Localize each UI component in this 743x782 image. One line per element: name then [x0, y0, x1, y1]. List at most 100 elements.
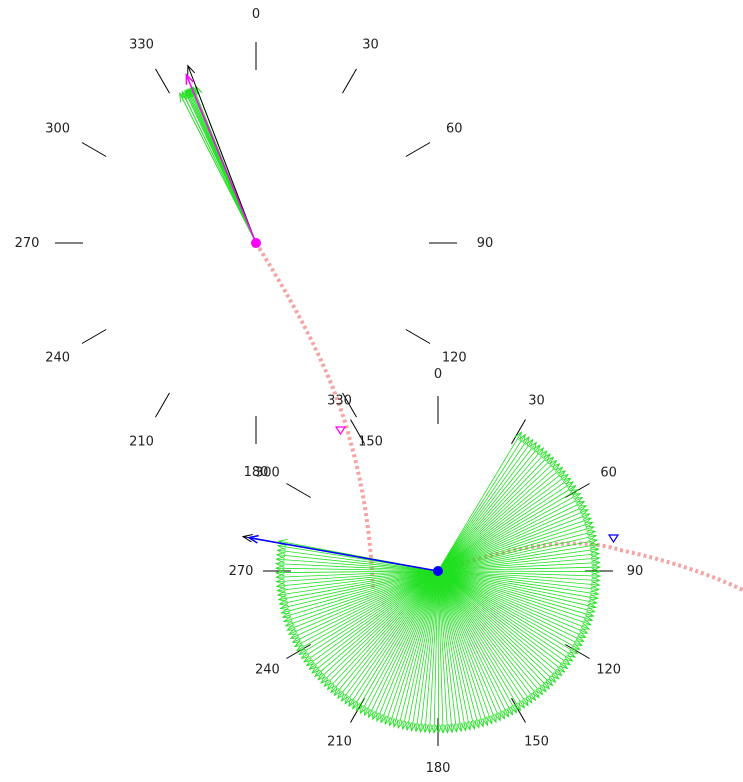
fan-arrow: [437, 570, 497, 723]
fan-arrow: [437, 570, 462, 732]
dial-tick: [81, 329, 107, 344]
fan-arrow: [437, 431, 522, 572]
dial-tick: [286, 644, 311, 659]
fan-arrow: [437, 535, 597, 572]
fan-arrow: [437, 517, 592, 572]
fan-arrow: [283, 570, 439, 622]
agent-marker-a: [251, 238, 261, 248]
fan-arrow: [288, 570, 439, 635]
fan-arrow: [437, 485, 576, 572]
dial-label: 30: [528, 393, 545, 408]
fan-arrow: [437, 570, 600, 586]
dial-tick: [405, 329, 431, 344]
dial-label: 300: [45, 122, 70, 137]
dial-label: 0: [252, 7, 260, 22]
fan-arrow: [437, 570, 594, 617]
fan-arrow: [433, 570, 439, 733]
fan-arrow: [437, 444, 541, 572]
fan-arrow: [277, 570, 439, 596]
fan-arrow: [437, 570, 583, 646]
compass-dial-b: 0 30 60 90 120 150 180 210 240 270 300 330: [229, 367, 644, 776]
fan-arrow: [415, 570, 439, 732]
fan-arrow: [437, 570, 543, 695]
fan-arrow: [281, 570, 439, 614]
waypoint-marker-a: [334, 426, 347, 436]
fan-arrow: [437, 497, 583, 572]
fan-arrow: [437, 570, 509, 718]
fan-arrow: [276, 570, 439, 574]
fan-arrow: [437, 501, 585, 572]
fan-arrow: [276, 570, 439, 583]
dial-tick: [565, 644, 590, 659]
fan-arrow: [437, 505, 587, 572]
fan-arrow: [368, 570, 439, 718]
fan-arrow: [309, 570, 439, 670]
fan-arrow: [337, 570, 439, 699]
fan-arrow: [437, 570, 475, 729]
fan-arrow: [306, 570, 439, 667]
fan-arrow: [276, 563, 439, 572]
fan-arrow: [303, 570, 439, 663]
dial-label: 240: [255, 663, 280, 678]
fan-arrow: [437, 436, 530, 572]
fan-arrow: [437, 570, 580, 650]
dial-label: 180: [244, 465, 269, 480]
dial-tick: [81, 142, 107, 157]
fan-arrow: [437, 439, 534, 572]
dial-label: 60: [446, 122, 463, 137]
fan-arrow: [282, 570, 439, 618]
fan-arrow: [437, 570, 562, 676]
fan-arrow: [437, 460, 557, 572]
fan-arrow: [437, 570, 529, 706]
fan-arrow: [437, 530, 596, 572]
fan-arrow: [344, 570, 439, 704]
fan-arrow: [311, 570, 439, 674]
fan-arrow: [437, 570, 556, 683]
fan-arrow: [294, 570, 439, 647]
fan-arrow: [277, 570, 439, 592]
fan-arrow: [437, 570, 513, 716]
dial-label: 120: [596, 663, 621, 678]
fan-arrow: [437, 477, 571, 572]
fan-arrow: [393, 570, 439, 727]
fan-arrow: [280, 570, 439, 609]
fan-arrow: [437, 570, 550, 689]
fan-arrow: [348, 570, 439, 707]
fan-arrow: [437, 470, 566, 572]
fan-arrow: [437, 434, 526, 572]
agent-heading-arrow-b: [248, 536, 439, 572]
fan-arrow: [437, 566, 600, 572]
fan-arrow: [437, 553, 600, 572]
fan-arrow: [437, 570, 517, 713]
fan-arrow: [437, 463, 560, 572]
fan-arrow: [279, 570, 439, 605]
fan-arrow: [277, 549, 439, 572]
fan-arrow: [384, 570, 439, 725]
fan-arrow: [406, 570, 439, 731]
agent-heading-arrow-a: [185, 74, 257, 244]
dial-label: 0: [434, 367, 442, 382]
fan-arrow: [317, 570, 439, 681]
fan-arrow: [437, 489, 579, 572]
fan-arrow: [437, 570, 505, 719]
heading-arrow-b-head: [241, 534, 253, 543]
fan-arrow: [437, 509, 589, 572]
fan-arrow: [437, 570, 588, 634]
fan-arrow: [437, 442, 537, 572]
fan-arrow: [437, 570, 547, 693]
fan-arrow: [437, 570, 571, 666]
dial-tick: [342, 68, 357, 94]
fan-arrow: [341, 570, 439, 702]
fan-arrow: [298, 570, 439, 655]
fan-arrow: [437, 570, 540, 698]
fan-arrow: [333, 570, 439, 696]
dial-label: 330: [327, 393, 352, 408]
dial-label: 30: [362, 38, 379, 53]
agent-heading-arrow-b-head: [246, 534, 259, 544]
fan-arrow: [437, 493, 581, 572]
fan-arrow: [437, 570, 493, 724]
fan-arrow: [411, 570, 439, 731]
dial-label: 150: [358, 434, 383, 449]
fan-arrow: [437, 453, 551, 572]
fan-arrow: [437, 570, 525, 709]
